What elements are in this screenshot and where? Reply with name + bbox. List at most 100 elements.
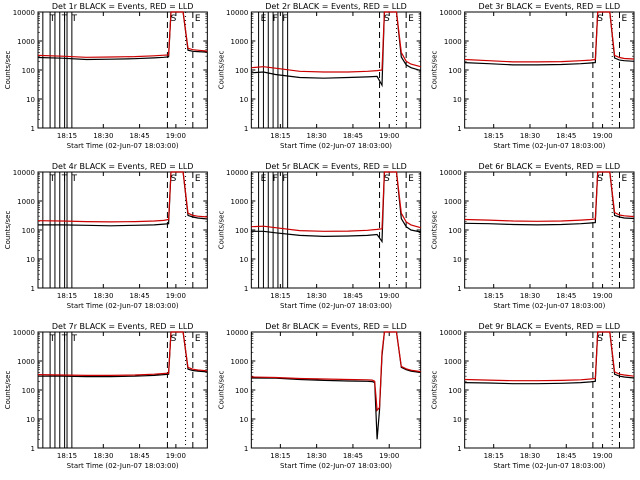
chart-title: Det 5r BLACK = Events, RED = LLD — [265, 162, 407, 171]
x-axis-label: Start Time (02-Jun-07 18:03:00) — [280, 142, 392, 150]
x-tick-label: 18:15 — [270, 452, 290, 460]
x-tick-label: 18:45 — [556, 452, 576, 460]
x-tick-label: 18:15 — [484, 452, 504, 460]
x-tick-label: 18:30 — [93, 292, 113, 300]
plot-frame — [37, 11, 208, 129]
x-tick-label: 19:00 — [379, 132, 399, 140]
region-marker: T — [49, 174, 56, 184]
plot-frame — [250, 171, 422, 289]
y-tick-label: 10000 — [439, 169, 461, 177]
y-tick-label: 10 — [26, 96, 35, 104]
y-tick-label: 100 — [22, 67, 35, 75]
y-axis-label: Counts/sec — [431, 51, 439, 90]
y-tick-label: 1 — [457, 285, 461, 293]
y-axis-label: Counts/sec — [217, 371, 225, 410]
chart-title: Det 9r BLACK = Events, RED = LLD — [479, 322, 621, 331]
region-marker: T — [61, 334, 68, 344]
y-axis-label: Counts/sec — [217, 211, 225, 250]
region-marker: S — [597, 14, 603, 24]
series-line-lld — [464, 171, 635, 222]
region-marker: T — [61, 14, 68, 24]
region-marker: S — [171, 14, 177, 24]
x-tick-label: 18:30 — [520, 132, 540, 140]
panel-det-2: Det 2r BLACK = Events, RED = LLD 1 10 100 10… — [217, 2, 422, 150]
x-axis-label: Start Time (02-Jun-07 18:03:00) — [280, 462, 392, 470]
y-tick-label: 1000 — [17, 358, 35, 366]
y-axis-label: Counts/sec — [431, 371, 439, 410]
series-line-events — [464, 331, 635, 385]
x-tick-label: 18:15 — [484, 132, 504, 140]
plot-frame — [464, 171, 635, 289]
series-line-events — [464, 11, 635, 66]
region-marker: E — [621, 174, 627, 184]
region-marker: S — [597, 174, 603, 184]
x-tick-label: 18:30 — [307, 292, 327, 300]
y-axis-label: Counts/sec — [217, 51, 225, 90]
x-tick-label: 18:30 — [307, 132, 327, 140]
region-marker: T — [49, 14, 56, 24]
region-marker: T — [70, 14, 77, 24]
x-tick-label: 18:45 — [343, 452, 363, 460]
x-tick-label: 18:45 — [130, 132, 150, 140]
y-tick-label: 1000 — [444, 358, 462, 366]
y-tick-label: 100 — [235, 387, 248, 395]
x-tick-label: 18:30 — [307, 452, 327, 460]
region-marker: F — [282, 174, 287, 184]
y-tick-label: 10000 — [226, 329, 248, 337]
y-tick-label: 1 — [244, 445, 248, 453]
y-axis-label: Counts/sec — [4, 51, 12, 90]
x-axis-label: Start Time (02-Jun-07 18:03:00) — [67, 302, 179, 310]
series-line-lld — [251, 11, 421, 73]
y-axis-label: Counts/sec — [431, 211, 439, 250]
x-tick-label: 18:30 — [520, 292, 540, 300]
series-line-lld — [464, 331, 635, 382]
panel-det-1: Det 1r BLACK = Events, RED = LLD 1 10 100 10… — [4, 2, 208, 150]
y-tick-label: 100 — [448, 227, 461, 235]
x-tick-label: 18:45 — [343, 132, 363, 140]
region-marker: S — [384, 14, 390, 24]
x-tick-label: 18:15 — [57, 132, 77, 140]
series-line-lld — [464, 11, 635, 63]
chart-title: Det 7r BLACK = Events, RED = LLD — [52, 322, 194, 331]
panel-det-5: Det 5r BLACK = Events, RED = LLD 1 10 100 10… — [217, 162, 422, 310]
series-line-lld — [251, 171, 421, 232]
region-marker: E — [408, 14, 414, 24]
x-tick-label: 19:00 — [166, 132, 186, 140]
region-marker: T — [70, 174, 77, 184]
series-line-events — [464, 171, 635, 226]
region-marker: E — [261, 174, 267, 184]
x-tick-label: 18:15 — [270, 292, 290, 300]
x-tick-label: 19:00 — [592, 132, 612, 140]
y-axis-label: Counts/sec — [4, 371, 12, 410]
y-tick-label: 100 — [448, 387, 461, 395]
x-tick-label: 18:45 — [130, 452, 150, 460]
region-marker: E — [621, 334, 627, 344]
y-tick-label: 10000 — [226, 169, 248, 177]
chart-title: Det 8r BLACK = Events, RED = LLD — [265, 322, 407, 331]
series-line-lld — [37, 11, 208, 58]
y-tick-label: 10000 — [13, 9, 35, 17]
y-tick-label: 10 — [453, 256, 462, 264]
region-marker: T — [70, 334, 77, 344]
region-marker: S — [171, 174, 177, 184]
y-tick-label: 10 — [26, 416, 35, 424]
region-marker: E — [621, 14, 627, 24]
chart-title: Det 3r BLACK = Events, RED = LLD — [479, 2, 621, 11]
region-marker: S — [171, 334, 177, 344]
y-tick-label: 10000 — [13, 169, 35, 177]
y-tick-label: 10 — [239, 416, 248, 424]
series-line-events — [251, 331, 421, 440]
chart-title: Det 6r BLACK = Events, RED = LLD — [479, 162, 621, 171]
region-marker: F — [282, 14, 287, 24]
y-tick-label: 10 — [239, 256, 248, 264]
series-line-lld — [37, 171, 208, 223]
x-axis-label: Start Time (02-Jun-07 18:03:00) — [280, 302, 392, 310]
y-tick-label: 1000 — [444, 198, 462, 206]
y-tick-label: 10000 — [13, 329, 35, 337]
x-tick-label: 18:30 — [93, 452, 113, 460]
x-axis-label: Start Time (02-Jun-07 18:03:00) — [493, 302, 605, 310]
panel-det-8: Det 8r BLACK = Events, RED = LLD 1 10 100 10… — [217, 322, 422, 470]
region-marker: T — [49, 334, 56, 344]
x-tick-label: 18:45 — [556, 292, 576, 300]
